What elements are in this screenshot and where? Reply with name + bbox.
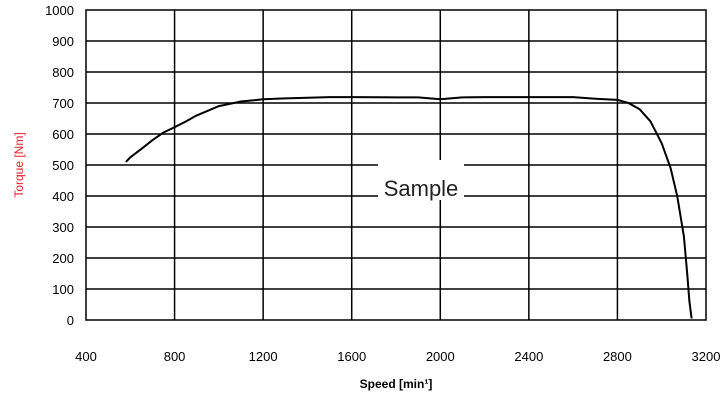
watermark-group: Sample <box>378 160 464 201</box>
grid <box>86 10 706 320</box>
x-tick-label: 2400 <box>514 349 543 364</box>
y-tick-label: 700 <box>52 96 74 111</box>
x-tick-labels: 400 800 1200 1600 2000 2400 2800 3200 <box>75 349 720 364</box>
y-tick-label: 900 <box>52 34 74 49</box>
torque-curve <box>125 96 693 319</box>
y-tick-label: 0 <box>67 313 74 328</box>
y-tick-label: 600 <box>52 127 74 142</box>
y-tick-label: 200 <box>52 251 74 266</box>
y-tick-label: 400 <box>52 189 74 204</box>
x-tick-label: 400 <box>75 349 97 364</box>
x-tick-label: 1600 <box>337 349 366 364</box>
y-tick-label: 1000 <box>45 3 74 18</box>
series-group <box>125 96 693 319</box>
watermark-background <box>378 160 464 200</box>
x-tick-label: 800 <box>164 349 186 364</box>
y-tick-label: 300 <box>52 220 74 235</box>
y-tick-label: 800 <box>52 65 74 80</box>
y-tick-label: 100 <box>52 282 74 297</box>
x-tick-label: 3200 <box>692 349 721 364</box>
x-tick-label: 2000 <box>426 349 455 364</box>
y-tick-labels: 0 100 200 300 400 500 600 700 800 900 1000 <box>45 3 74 328</box>
plot-frame <box>85 9 707 321</box>
x-tick-label: 2800 <box>603 349 632 364</box>
watermark-text: Sample <box>384 176 459 201</box>
y-axis-label: Torque [Nm] <box>12 132 26 197</box>
x-axis-label: Speed [min¹] <box>360 377 433 391</box>
x-tick-label: 1200 <box>249 349 278 364</box>
y-tick-label: 500 <box>52 158 74 173</box>
